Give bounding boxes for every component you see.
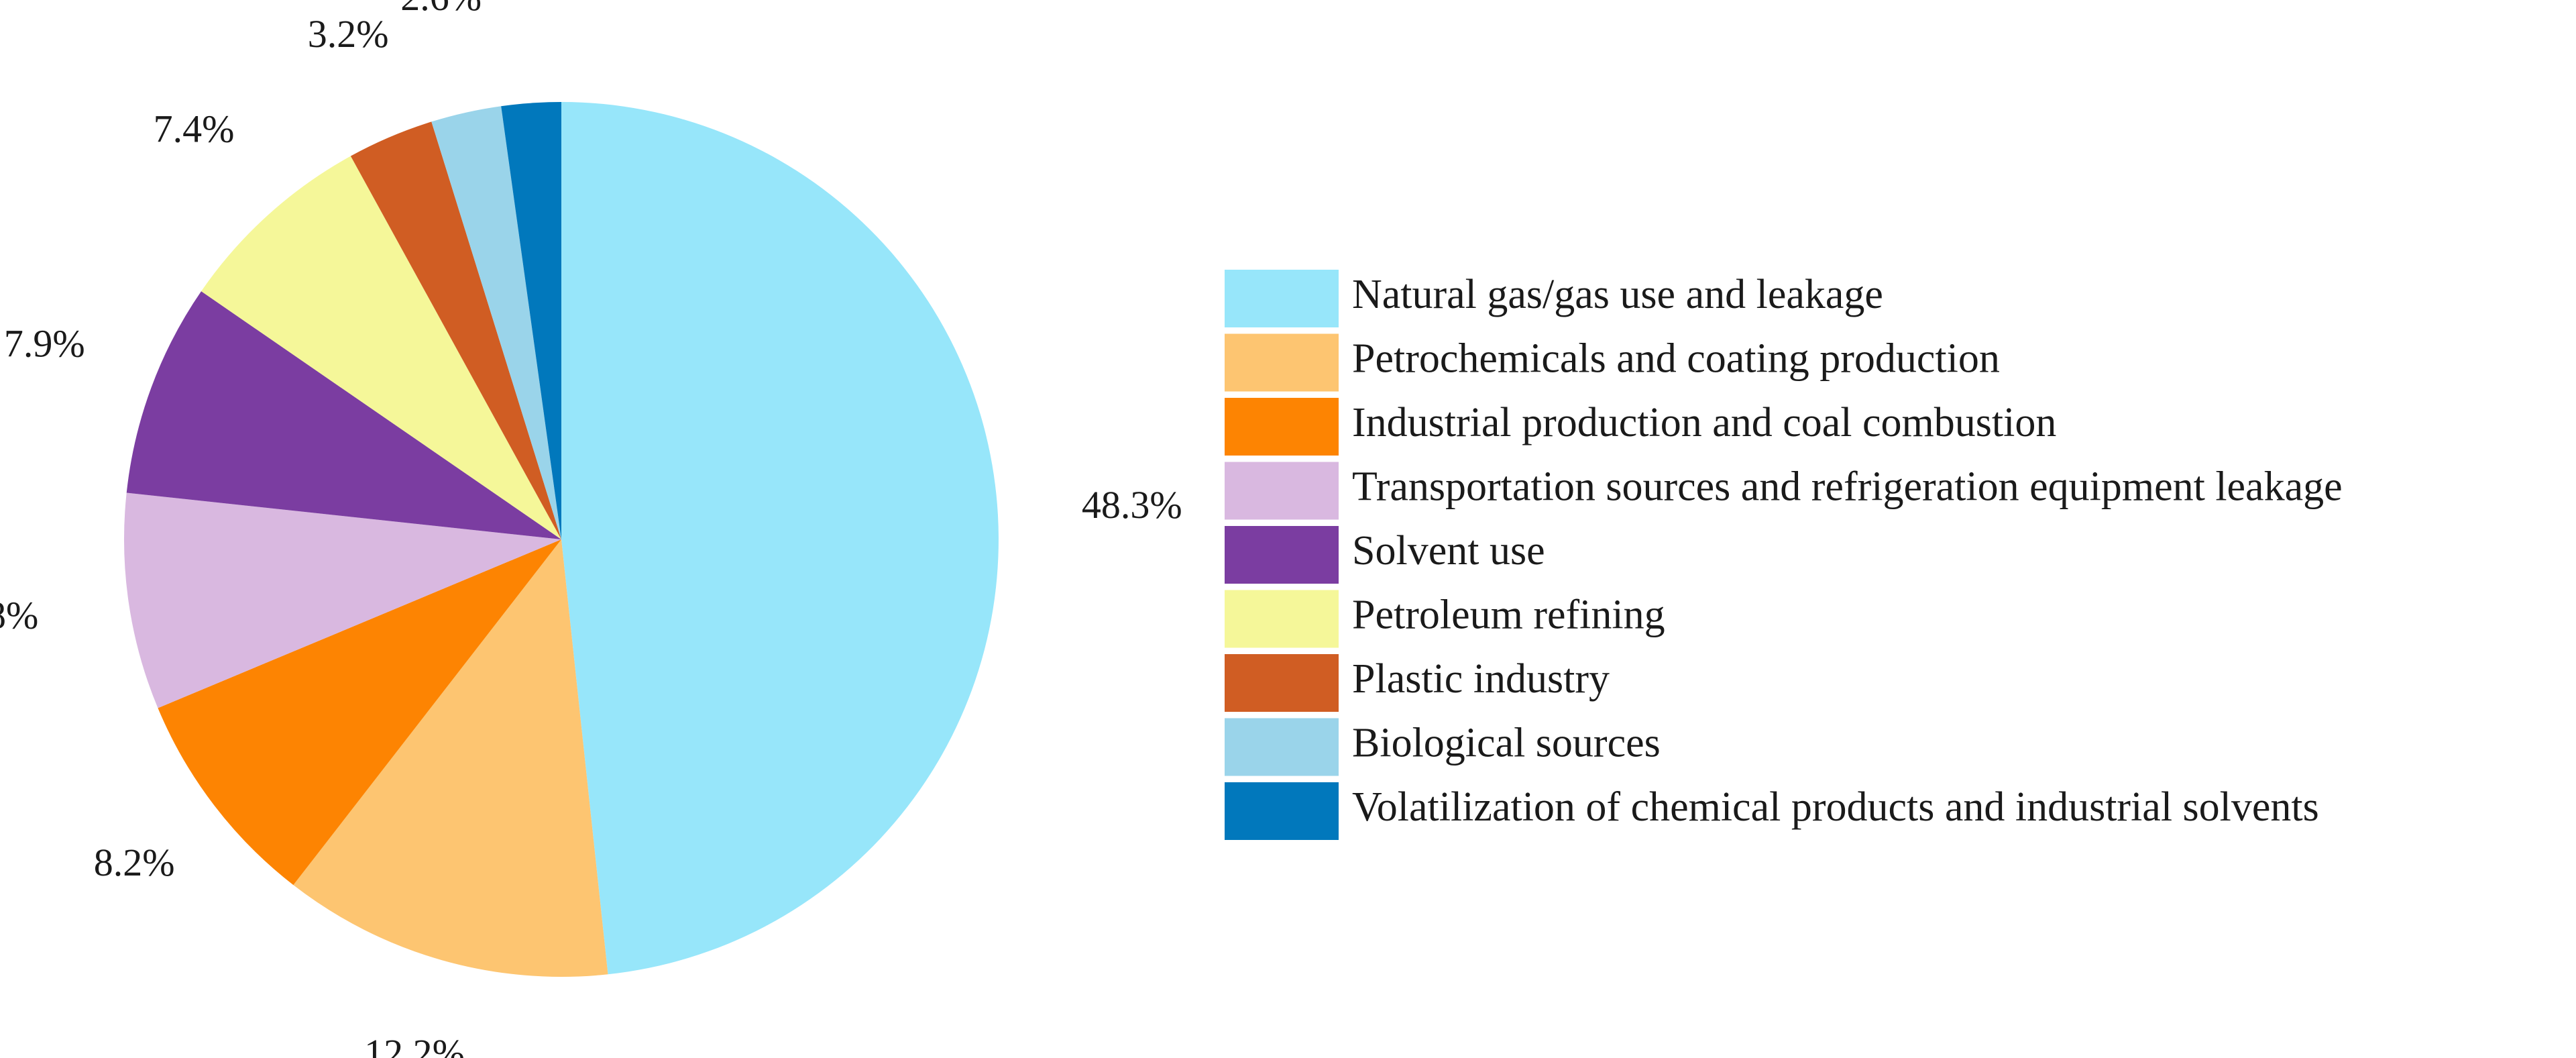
pie-labels: 48.3% 12.2% 8.2% 8% 7.9% 7.4% 3.2% 2.6%2.2% <box>0 0 1182 1058</box>
pie-slices <box>124 102 999 977</box>
legend-swatch <box>1225 270 1339 327</box>
slice-value-label: 7.4% <box>154 107 235 150</box>
pie-slice <box>293 539 608 977</box>
legend-label: Petrochemicals and coating production <box>1352 336 2000 382</box>
slice-value-label: 2.2% <box>483 0 564 7</box>
legend-swatch <box>1225 590 1339 648</box>
pie-slice <box>431 106 561 540</box>
slice-value-label: 8% <box>0 593 38 637</box>
pie-slice <box>201 156 561 539</box>
pie-slice <box>350 121 561 539</box>
pie-slice <box>501 102 561 539</box>
legend-label: Plastic industry <box>1352 656 1610 702</box>
slice-value-label: 7.9% <box>4 322 85 366</box>
slice-value-label: 12.2% <box>364 1031 465 1058</box>
legend-label: Biological sources <box>1352 721 1661 766</box>
legend-swatch <box>1225 654 1339 712</box>
legend-swatch <box>1225 782 1339 840</box>
legend-label: Industrial production and coal combustio… <box>1352 400 2056 445</box>
slice-value-label: 2.6% <box>400 0 482 19</box>
legend: Natural gas/gas use and leakage Petrochem… <box>1225 270 2343 840</box>
slice-value-label: 8.2% <box>94 841 175 884</box>
pie-slice <box>126 291 562 539</box>
slice-value-label: 48.3% <box>1082 483 1182 527</box>
legend-swatch <box>1225 333 1339 392</box>
legend-label: Solvent use <box>1352 528 1545 574</box>
legend-label: Transportation sources and refrigeration… <box>1352 464 2343 510</box>
pie-slice <box>561 102 999 975</box>
legend-swatch <box>1225 526 1339 584</box>
slice-value-label: 3.2% <box>308 12 389 56</box>
legend-label: Petroleum refining <box>1352 592 1665 638</box>
legend-swatch <box>1225 462 1339 520</box>
pie-slice <box>124 492 561 708</box>
legend-label: Natural gas/gas use and leakage <box>1352 272 1883 317</box>
legend-label: Volatilization of chemical products and … <box>1352 784 2319 830</box>
legend-swatch <box>1225 718 1339 776</box>
legend-swatch <box>1225 398 1339 456</box>
pie-slice <box>158 539 562 886</box>
